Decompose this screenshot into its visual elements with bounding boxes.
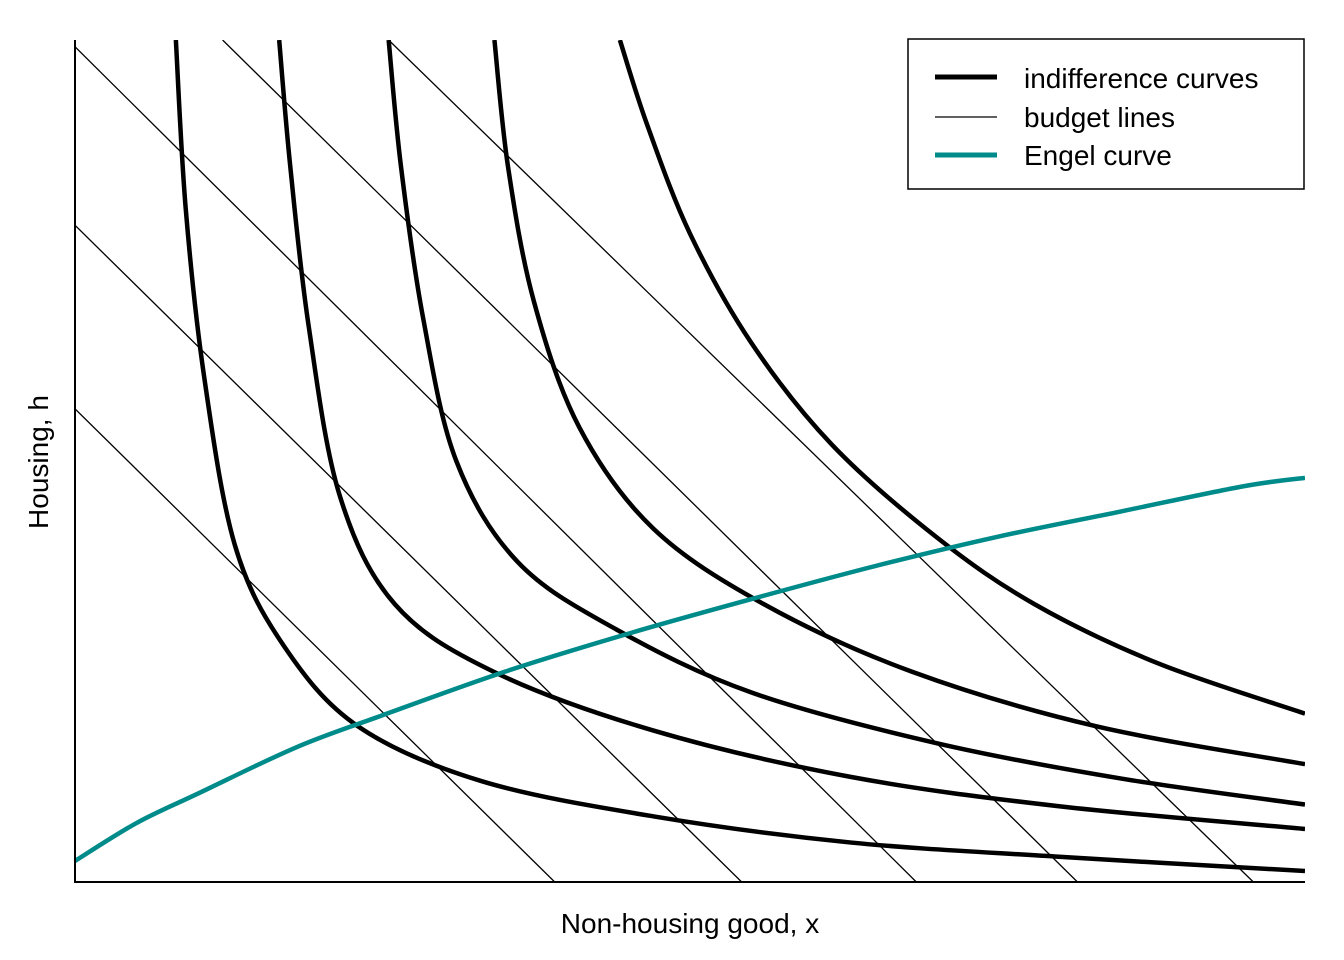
indifference-curve-1 <box>173 40 1305 874</box>
plot-area <box>75 40 1305 882</box>
x-axis-label: Non-housing good, x <box>561 908 819 939</box>
budget-line-1 <box>75 408 556 882</box>
indifference-curve-3 <box>386 40 1305 807</box>
legend-label-indifference: indifference curves <box>1024 63 1259 94</box>
y-axis-label: Housing, h <box>23 395 54 529</box>
legend-box <box>907 38 1305 190</box>
indifference-curve-2 <box>276 40 1305 832</box>
legend-label-budget: budget lines <box>1024 102 1175 133</box>
indifference-curve-4 <box>492 40 1305 767</box>
budget-line-3 <box>75 46 917 882</box>
legend-label-engel: Engel curve <box>1024 140 1172 171</box>
budget-line-2 <box>75 224 743 882</box>
indifference-curve-5 <box>617 40 1305 716</box>
engel-curve <box>75 475 1305 863</box>
legend: indifference curves budget lines Engel c… <box>907 38 1305 190</box>
budget-line-5 <box>388 40 1254 882</box>
